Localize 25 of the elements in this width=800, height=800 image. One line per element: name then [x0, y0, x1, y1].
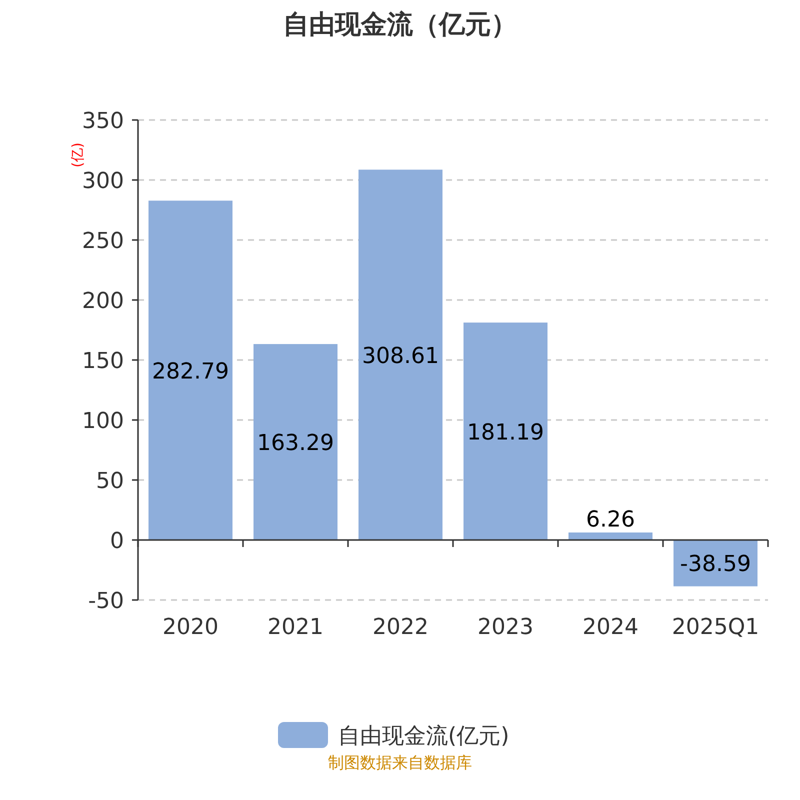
y-tick-label: 100: [82, 409, 124, 434]
data-label: -38.59: [680, 552, 751, 578]
data-label: 6.26: [586, 507, 635, 532]
data-label: 181.19: [467, 420, 544, 446]
x-tick-label: 2024: [582, 615, 638, 640]
legend-label: 自由现金流(亿元): [338, 724, 510, 749]
y-axis-title: (亿): [70, 142, 86, 168]
y-tick-label: 50: [96, 469, 124, 494]
data-label: 163.29: [257, 431, 334, 456]
y-tick-label: 0: [110, 529, 124, 554]
y-tick-label: -50: [88, 589, 124, 614]
x-tick-label: 2023: [478, 615, 534, 640]
x-tick-label: 2022: [372, 615, 428, 640]
y-tick-label: 250: [82, 229, 124, 254]
chart-title: 自由现金流（亿元）: [283, 10, 517, 40]
data-label: 282.79: [152, 359, 229, 384]
x-tick-label: 2025Q1: [672, 615, 760, 640]
y-tick-label: 200: [82, 289, 124, 314]
y-tick-label: 300: [82, 169, 124, 194]
y-tick-label: 150: [82, 349, 124, 374]
x-tick-label: 2021: [268, 615, 324, 640]
text: 制图数据来自数据库: [328, 753, 472, 772]
data-label: 308.61: [362, 344, 439, 369]
y-tick-label: 350: [82, 109, 124, 134]
x-tick-label: 2020: [162, 615, 218, 640]
